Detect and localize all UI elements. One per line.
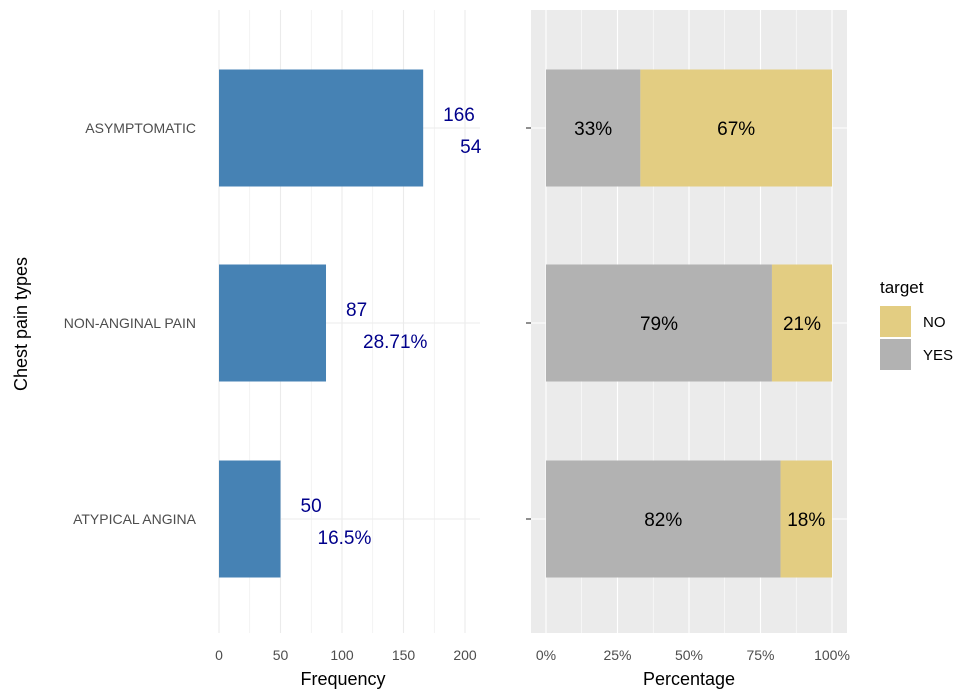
no-segment-label: 21% (783, 314, 821, 335)
legend: target NO YES (880, 278, 953, 370)
frequency-panel: 166 54 87 28.71% 50 16.5% ASYMPTOMATIC NON-ANG… (11, 10, 482, 689)
legend-title: target (880, 278, 924, 297)
yes-segment (546, 69, 641, 187)
percentage-segment-labels: 33% 67% 79% 21% 82% 18% (574, 119, 825, 531)
frequency-value-label: 87 (346, 300, 367, 321)
frequency-percent-label: 54 (460, 137, 482, 158)
percentage-tick-label: 50% (675, 647, 703, 663)
yes-segment-label: 82% (644, 510, 682, 531)
percentage-tick-labels: 0% 25% 50% 75% 100% (536, 647, 850, 663)
legend-label: YES (923, 347, 953, 364)
no-segment-label: 67% (717, 119, 755, 140)
frequency-tick-label: 50 (273, 647, 289, 663)
frequency-tick-label: 0 (215, 647, 223, 663)
percentage-tick-label: 75% (746, 647, 774, 663)
no-segment (780, 460, 832, 578)
yes-segment-label: 79% (640, 314, 678, 335)
no-segment-label: 18% (787, 510, 825, 531)
percentage-tick-label: 100% (814, 647, 850, 663)
category-label: NON-ANGINAL PAIN (64, 315, 196, 331)
frequency-value-label: 166 (443, 105, 475, 126)
no-segment (640, 69, 832, 187)
percentage-bars (546, 69, 832, 578)
yes-segment-label: 33% (574, 119, 612, 140)
frequency-axis-title: Frequency (300, 669, 385, 689)
frequency-bar (219, 264, 327, 382)
frequency-data-labels: 166 54 87 28.71% 50 16.5% (301, 105, 482, 549)
legend-label: NO (923, 314, 946, 331)
category-label: ATYPICAL ANGINA (73, 511, 197, 527)
yes-segment (546, 460, 781, 578)
frequency-bars (219, 69, 424, 578)
frequency-bar (219, 460, 281, 578)
frequency-bar (219, 69, 424, 187)
yes-segment (546, 264, 772, 382)
legend-key-no (880, 306, 911, 337)
no-segment (771, 264, 832, 382)
chest-pain-axis-title: Chest pain types (11, 257, 31, 391)
percentage-panel: 33% 67% 79% 21% 82% 18% 0% 25% 50% 75% 100% Perce… (526, 10, 850, 689)
legend-key-yes (880, 339, 911, 370)
category-label: ASYMPTOMATIC (85, 120, 196, 136)
frequency-value-label: 50 (301, 496, 322, 517)
frequency-percent-label: 16.5% (318, 528, 372, 549)
frequency-percent-label: 28.71% (363, 332, 428, 353)
percentage-axis-title: Percentage (643, 669, 735, 689)
frequency-tick-label: 150 (392, 647, 416, 663)
percentage-y-ticks (526, 127, 531, 520)
frequency-tick-label: 200 (453, 647, 477, 663)
percentage-tick-label: 0% (536, 647, 556, 663)
frequency-tick-label: 100 (330, 647, 354, 663)
frequency-tick-labels: 0 50 100 150 200 (215, 647, 477, 663)
category-labels: ASYMPTOMATIC NON-ANGINAL PAIN ATYPICAL ANG… (64, 120, 197, 527)
percentage-tick-label: 25% (603, 647, 631, 663)
